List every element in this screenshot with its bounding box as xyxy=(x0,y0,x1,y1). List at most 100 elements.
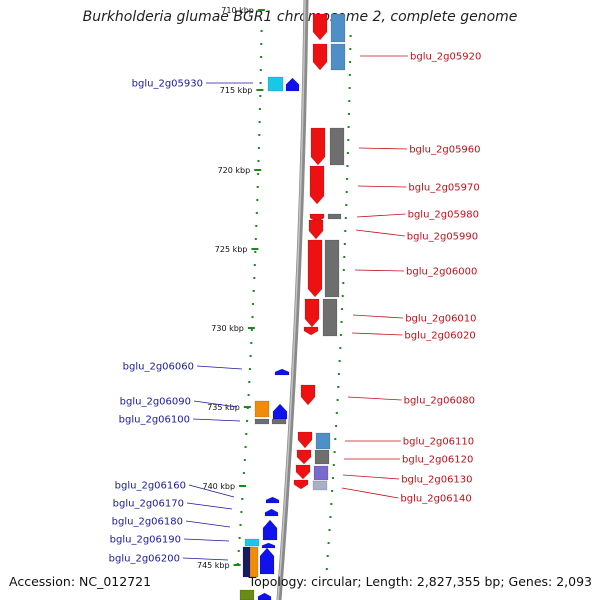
scale-tick xyxy=(233,564,241,566)
forward-gene-arrow xyxy=(312,43,328,71)
gc-dot xyxy=(331,477,334,479)
gc-dot xyxy=(346,178,349,180)
cds-block xyxy=(312,480,328,491)
gc-dot xyxy=(331,490,334,492)
right-label-leader xyxy=(358,147,408,150)
scale-tick xyxy=(254,169,262,171)
right-gene-label: bglu_2g06010 xyxy=(405,314,476,325)
gc-dot xyxy=(255,225,258,227)
map-title: Burkholderia glumae BGR1 chromosome 2, c… xyxy=(82,9,518,25)
scale-tick xyxy=(256,89,264,91)
cds-block xyxy=(315,432,331,450)
right-gene-label: bglu_2g05990 xyxy=(407,232,478,243)
gc-dot xyxy=(349,48,352,50)
gc-dot xyxy=(325,568,328,570)
gc-dot xyxy=(344,230,347,232)
forward-gene-arrow xyxy=(312,13,328,41)
gc-dot xyxy=(347,113,350,115)
gc-dot xyxy=(251,316,254,318)
gc-dot xyxy=(249,355,252,357)
scale-tick-label: 720 kbp xyxy=(218,166,251,175)
gc-dot xyxy=(240,511,243,513)
right-gene-label: bglu_2g06080 xyxy=(404,396,475,407)
gc-dot xyxy=(329,516,332,518)
gc-dot xyxy=(348,100,351,102)
cds-block xyxy=(330,13,346,43)
scale-tick-label: 730 kbp xyxy=(211,324,244,333)
cds-block xyxy=(314,449,330,465)
scale-ticks: 710 kbp 715 kbp 720 kbp 725 kbp 730 kbp 735 k… xyxy=(197,6,265,570)
right-gene-label: bglu_2g06140 xyxy=(400,494,471,505)
gc-dot xyxy=(339,347,342,349)
gc-dot xyxy=(250,329,253,331)
gene-labels: bglu_2g05930bglu_2g06060bglu_2g06090bglu… xyxy=(109,52,482,565)
cds-block xyxy=(322,298,338,337)
right-label-leader xyxy=(357,185,407,188)
gc-dot xyxy=(256,186,259,188)
left-gene-label: bglu_2g06090 xyxy=(120,397,191,408)
forward-gene-arrow xyxy=(303,326,319,336)
gc-dot xyxy=(238,537,241,539)
gc-dot xyxy=(339,334,342,336)
right-gene-label: bglu_2g06120 xyxy=(402,455,473,466)
forward-gene-arrow xyxy=(296,449,312,465)
reverse-gene-arrow xyxy=(265,496,280,504)
cds-block xyxy=(271,418,287,425)
reverse-gene-arrow xyxy=(257,592,272,600)
gc-dot xyxy=(237,550,240,552)
left-gene-label: bglu_2g06190 xyxy=(110,535,181,546)
gc-dot xyxy=(330,503,333,505)
gc-dot xyxy=(346,165,349,167)
reverse-gene-arrow xyxy=(264,508,279,517)
gc-dots-layer xyxy=(236,30,352,570)
forward-gene-arrow xyxy=(310,127,326,166)
gc-dot xyxy=(259,82,262,84)
topology-summary: Topology: circular; Length: 2,827,355 bp… xyxy=(248,574,592,589)
gene-features xyxy=(239,13,346,600)
left-label-leader xyxy=(193,400,238,408)
right-gene-label: bglu_2g06020 xyxy=(404,331,475,342)
gc-dot xyxy=(260,43,263,45)
gc-dot xyxy=(253,277,256,279)
gc-dot xyxy=(336,399,339,401)
forward-gene-arrow xyxy=(300,384,316,406)
gc-dot xyxy=(338,360,341,362)
cds-block xyxy=(329,127,345,166)
right-gene-label: bglu_2g06110 xyxy=(403,437,474,448)
right-label-leader xyxy=(354,269,405,272)
cds-block xyxy=(254,400,270,418)
footer-bar: Accession: NC_012721 Topology: circular;… xyxy=(0,574,600,594)
gc-dot xyxy=(252,303,255,305)
gc-dot xyxy=(344,217,347,219)
reverse-gene-arrow xyxy=(272,403,288,420)
gc-dot xyxy=(248,368,251,370)
gc-dot xyxy=(341,295,344,297)
scale-tick xyxy=(243,406,251,408)
gc-dot xyxy=(348,87,351,89)
gc-dot xyxy=(340,321,343,323)
gc-dot xyxy=(246,420,249,422)
gc-dot xyxy=(244,446,247,448)
gc-dot xyxy=(257,147,260,149)
cds-block xyxy=(239,589,255,600)
cds-block xyxy=(324,239,340,298)
cds-block xyxy=(330,43,346,71)
left-gene-label: bglu_2g06100 xyxy=(119,415,190,426)
gc-dot xyxy=(258,134,261,136)
scale-tick xyxy=(247,327,255,329)
gc-dot xyxy=(349,35,352,37)
gc-dot xyxy=(254,238,257,240)
gc-dot xyxy=(347,139,350,141)
cds-block xyxy=(254,418,270,425)
reverse-gene-arrow xyxy=(259,547,275,575)
forward-gene-arrow xyxy=(293,479,309,490)
gc-dot xyxy=(349,61,352,63)
gc-dot xyxy=(347,126,350,128)
forward-gene-arrow xyxy=(295,464,311,480)
gc-dot xyxy=(337,373,340,375)
gc-dot xyxy=(345,191,348,193)
right-label-leader xyxy=(356,213,406,218)
left-gene-label: bglu_2g06170 xyxy=(113,499,184,510)
gc-dot xyxy=(252,290,255,292)
gc-dot xyxy=(255,212,258,214)
